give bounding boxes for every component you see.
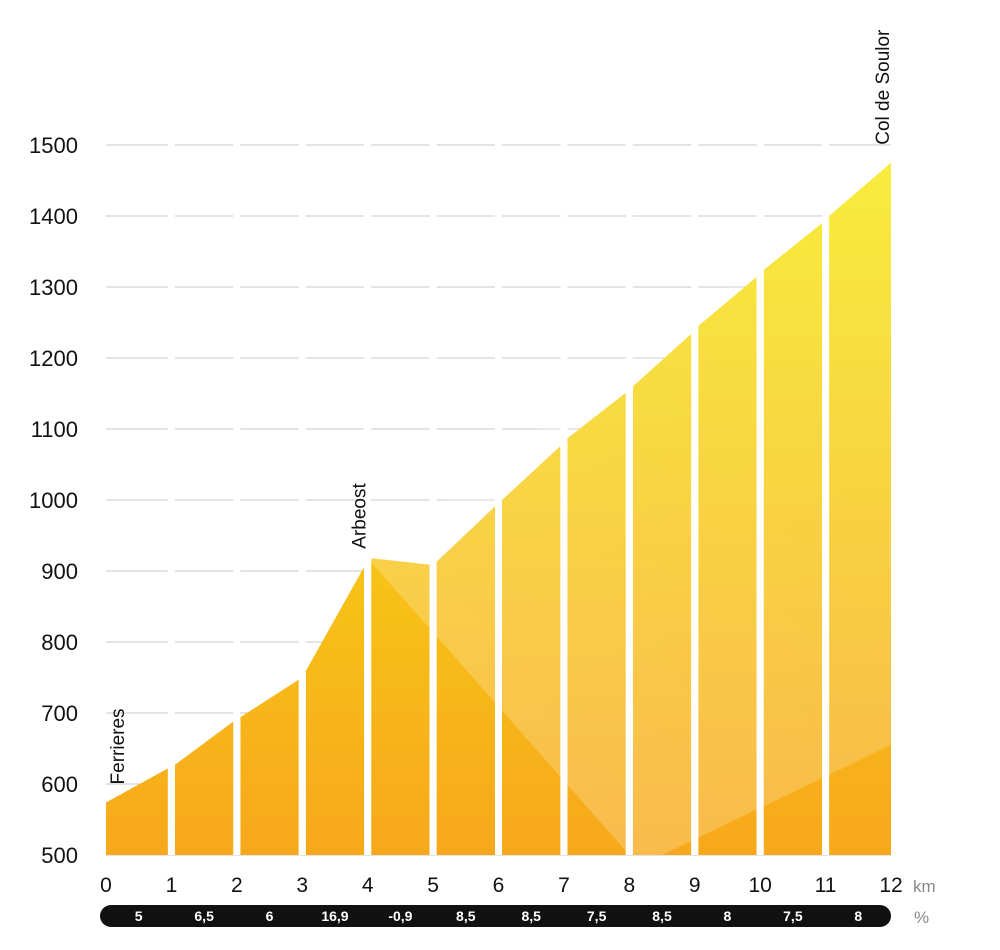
location-labels: Ferrieres Arbeost Col de Soulor xyxy=(108,29,894,785)
x-axis-unit: km xyxy=(913,877,936,896)
location-label: Col de Soulor xyxy=(873,29,894,145)
grade-label: 7,5 xyxy=(587,908,607,924)
y-tick-label: 1500 xyxy=(29,133,78,158)
elevation-segment xyxy=(305,566,365,855)
y-tick-label: 600 xyxy=(41,772,78,797)
grade-label: 16,9 xyxy=(321,908,348,924)
grade-label: 5 xyxy=(135,908,143,924)
grade-label: 7,5 xyxy=(783,908,803,924)
elevation-segment xyxy=(371,558,430,855)
segment-gap xyxy=(429,135,437,855)
grade-bar: 5 6,5 6 16,9 -0,9 8,5 8,5 7,5 8,5 8 7,5 8 xyxy=(100,905,891,927)
x-tick-label: 11 xyxy=(815,874,837,897)
y-tick-label: 1300 xyxy=(29,275,78,300)
elevation-segment xyxy=(174,721,234,855)
y-tick-label: 800 xyxy=(41,630,78,655)
grade-label: 8,5 xyxy=(521,908,541,924)
segment-gap xyxy=(560,135,568,855)
x-tick-label: 12 xyxy=(879,874,902,897)
grade-label: 8 xyxy=(854,908,862,924)
segment-gap xyxy=(298,135,306,855)
grade-label: 6,5 xyxy=(194,908,214,924)
segment-gap xyxy=(167,135,175,855)
segment-gap xyxy=(495,135,502,855)
segment-gap xyxy=(691,135,699,855)
y-axis-ticks: 500 600 700 800 900 1000 1100 1200 1300 1400 1500 xyxy=(29,133,78,868)
y-tick-label: 900 xyxy=(41,559,78,584)
y-tick-label: 1000 xyxy=(29,488,78,513)
segment-gap xyxy=(625,135,633,855)
y-tick-label: 1400 xyxy=(29,204,78,229)
grade-label: 8,5 xyxy=(456,908,476,924)
x-tick-label: 8 xyxy=(623,874,635,897)
location-label: Arbeost xyxy=(350,483,371,549)
x-tick-label: 1 xyxy=(166,874,178,897)
x-tick-label: 0 xyxy=(100,874,112,897)
x-tick-label: 6 xyxy=(493,874,505,897)
segment-gap xyxy=(822,135,830,855)
elevation-segment xyxy=(240,679,299,855)
x-tick-label: 2 xyxy=(231,874,243,897)
grade-label: -0,9 xyxy=(388,908,412,924)
grade-bar-background xyxy=(100,905,891,927)
location-label: Ferrieres xyxy=(108,708,129,784)
y-tick-label: 1100 xyxy=(31,417,78,442)
x-tick-label: 5 xyxy=(427,874,439,897)
highlight-overlay xyxy=(167,135,892,855)
segment-gap xyxy=(756,135,764,855)
x-axis-ticks: 0 1 2 3 4 5 6 7 8 9 10 11 12 xyxy=(100,874,903,897)
y-tick-label: 500 xyxy=(41,843,78,868)
segment-gap xyxy=(233,135,241,855)
grade-label: 6 xyxy=(266,908,274,924)
grade-label: 8,5 xyxy=(652,908,672,924)
grade-unit: % xyxy=(914,908,929,927)
elevation-segment xyxy=(106,768,168,855)
grade-label: 8 xyxy=(724,908,732,924)
y-tick-label: 1200 xyxy=(29,346,78,371)
x-tick-label: 3 xyxy=(296,874,308,897)
y-tick-label: 700 xyxy=(41,701,78,726)
x-tick-label: 4 xyxy=(362,874,374,897)
x-tick-label: 7 xyxy=(558,874,570,897)
x-tick-label: 9 xyxy=(689,874,701,897)
x-tick-label: 10 xyxy=(748,874,771,897)
segment-gap xyxy=(364,135,372,855)
